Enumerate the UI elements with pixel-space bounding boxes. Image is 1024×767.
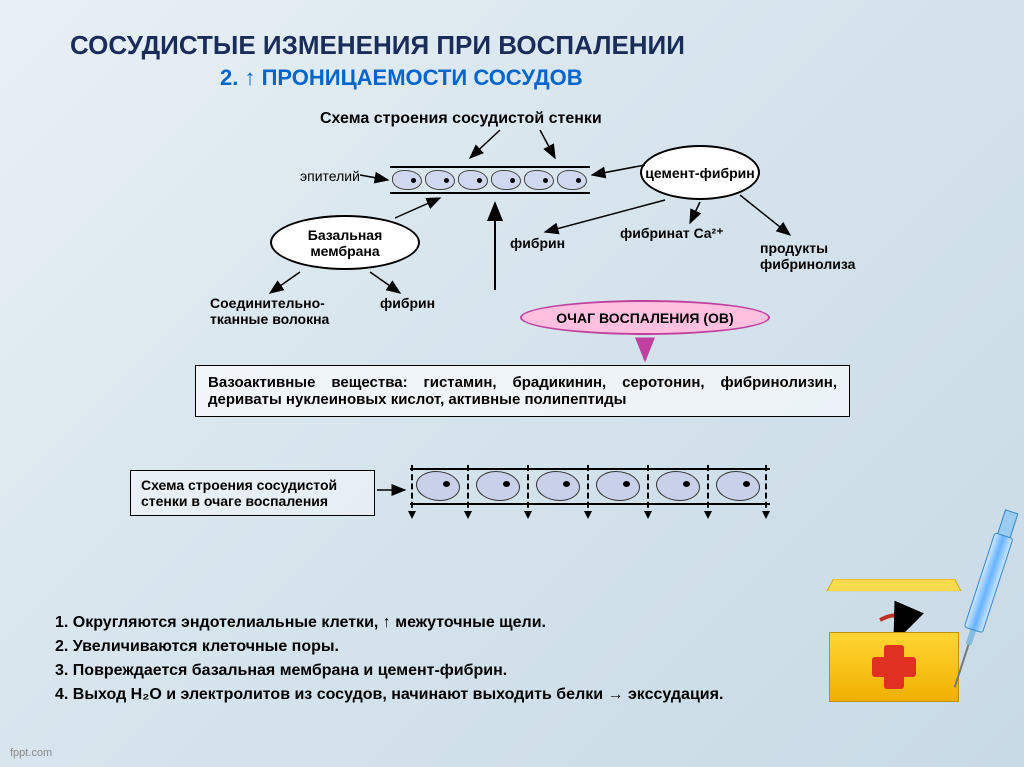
node-inflammation-focus: ОЧАГ ВОСПАЛЕНИЯ (ОВ) (520, 300, 770, 335)
schema-title: Схема строения сосудистой стенки (320, 110, 602, 128)
node-basal-membrane: Базальная мембрана (270, 215, 420, 270)
label-fibrin1: фибрин (510, 235, 565, 251)
label-connective: Соединительно- тканные волокна (210, 295, 360, 327)
vessel-wall-inflamed (410, 465, 770, 525)
conclusions-list: 1. Округляются эндотелиальные клетки, ↑ … (55, 611, 723, 707)
inflammation-focus-text: ОЧАГ ВОСПАЛЕНИЯ (ОВ) (556, 310, 733, 326)
label-fibrinat: фибринат Ca²⁺ (620, 225, 724, 242)
footer-credit: fppt.com (10, 747, 52, 759)
subtitle: 2. ↑ ПРОНИЦАЕМОСТИ СОСУДОВ (220, 65, 583, 91)
basal-membrane-text: Базальная мембрана (272, 227, 418, 259)
medical-kit-icon (824, 597, 964, 707)
schema-inflamed-box: Схема строения сосудистой стенки в очаге… (130, 470, 375, 516)
label-epithelium: эпителий (300, 168, 360, 184)
main-title: СОСУДИСТЫЕ ИЗМЕНЕНИЯ ПРИ ВОСПАЛЕНИИ (70, 30, 685, 61)
cement-fibrin-text: цемент-фибрин (645, 165, 754, 181)
label-fibrin2: фибрин (380, 295, 435, 311)
node-cement-fibrin: цемент-фибрин (640, 145, 760, 200)
list-item-2: 2. Увеличиваются клеточные поры. (55, 635, 723, 659)
label-fibrinolysis: продукты фибринолиза (760, 240, 870, 272)
list-item-3: 3. Повреждается базальная мембрана и цем… (55, 659, 723, 683)
vasoactive-box: Вазоактивные вещества: гистамин, брадики… (195, 365, 850, 417)
list-item-4: 4. Выход H₂O и электролитов из сосудов, … (55, 683, 723, 707)
vessel-wall-normal (390, 160, 590, 200)
list-item-1: 1. Округляются эндотелиальные клетки, ↑ … (55, 611, 723, 635)
